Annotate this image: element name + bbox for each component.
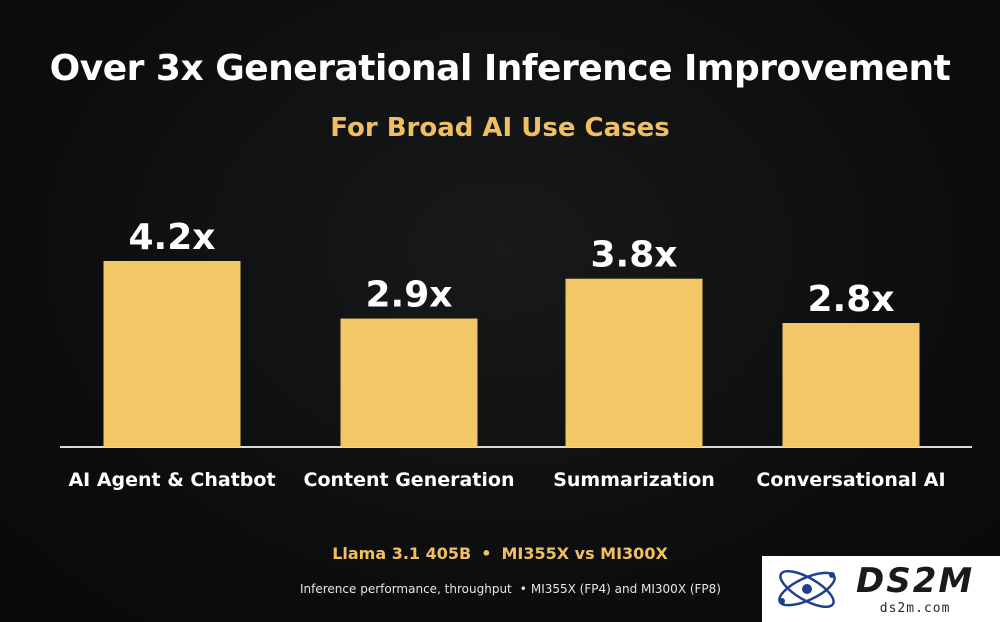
footnote-comparison: MI355X vs MI300X (501, 544, 668, 563)
footnote-detail-config: MI355X (FP4) and MI300X (FP8) (530, 582, 721, 596)
footnote-main: Llama 3.1 405B • MI355X vs MI300X (0, 544, 1000, 563)
bar-conversational-ai (782, 323, 920, 447)
category-label-content-generation: Content Generation (304, 469, 515, 491)
data-label-summarization: 3.8x (591, 235, 678, 276)
footnote-detail-bullet: • (519, 582, 527, 596)
watermark-text: DS2M ds2m.com (856, 564, 974, 615)
category-label-summarization: Summarization (553, 469, 715, 491)
bar-content-generation (340, 318, 478, 447)
footnote-separator: • (481, 544, 492, 563)
watermark-url: ds2m.com (879, 600, 951, 616)
bar-summarization (565, 278, 703, 447)
data-label-content-generation: 2.9x (366, 275, 453, 316)
bar-ai-agent-chatbot (103, 261, 241, 447)
atom-logo-icon (778, 569, 836, 609)
data-label-ai-agent-chatbot: 4.2x (129, 217, 216, 258)
category-label-conversational-ai: Conversational AI (756, 469, 945, 491)
footnote-detail: Inference performance, throughput • MI355X… (300, 582, 721, 596)
watermark-brand: DS2M (856, 560, 975, 601)
footnote-detail-text: Inference performance, throughput (300, 582, 512, 596)
chart-title: Over 3x Generational Inference Improveme… (49, 48, 951, 89)
chart-subtitle: For Broad AI Use Cases (330, 113, 670, 143)
footnote-model: Llama 3.1 405B (332, 544, 472, 563)
data-label-conversational-ai: 2.8x (808, 279, 895, 320)
category-label-ai-agent-chatbot: AI Agent & Chatbot (68, 469, 275, 491)
watermark: DS2M ds2m.com (762, 556, 1000, 622)
